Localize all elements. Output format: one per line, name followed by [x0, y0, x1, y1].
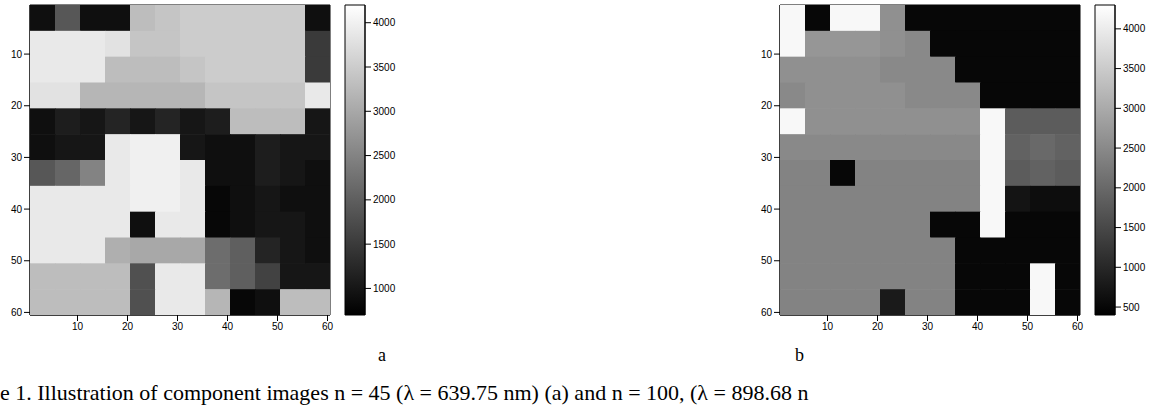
svg-text:10: 10	[822, 321, 834, 332]
html-text:e 1. Illustration of component: e 1. Illustration of component images n …	[0, 380, 809, 405]
svg-text:2000: 2000	[373, 194, 396, 205]
svg-text:20: 20	[761, 100, 773, 111]
svg-text:10: 10	[72, 321, 84, 332]
svg-text:30: 30	[11, 152, 23, 163]
svg-text:50: 50	[1022, 321, 1034, 332]
svg-text:500: 500	[1123, 302, 1140, 313]
svg-text:30: 30	[922, 321, 934, 332]
svg-text:1000: 1000	[373, 283, 396, 294]
svg-text:60: 60	[322, 321, 334, 332]
html-text:b: b	[795, 345, 804, 365]
svg-text:40: 40	[222, 321, 234, 332]
svg-text:20: 20	[122, 321, 134, 332]
svg-text:50: 50	[11, 255, 23, 266]
svg-text:60: 60	[1072, 321, 1084, 332]
svg-text:2500: 2500	[1123, 143, 1146, 154]
svg-text:1500: 1500	[373, 239, 396, 250]
svg-text:1500: 1500	[1123, 222, 1146, 233]
svg-text:1000: 1000	[1123, 262, 1146, 273]
svg-text:3500: 3500	[1123, 63, 1146, 74]
svg-text:50: 50	[761, 255, 773, 266]
svg-text:2500: 2500	[373, 150, 396, 161]
svg-text:50: 50	[272, 321, 284, 332]
svg-text:10: 10	[11, 49, 23, 60]
svg-text:60: 60	[761, 307, 773, 318]
svg-text:3000: 3000	[373, 106, 396, 117]
svg-text:3500: 3500	[373, 62, 396, 73]
svg-text:10: 10	[761, 49, 773, 60]
svg-text:4000: 4000	[373, 17, 396, 28]
svg-text:20: 20	[11, 100, 23, 111]
html-text:a: a	[378, 345, 386, 365]
svg-text:40: 40	[972, 321, 984, 332]
svg-text:40: 40	[761, 204, 773, 215]
svg-text:30: 30	[172, 321, 184, 332]
svg-text:60: 60	[11, 307, 23, 318]
svg-text:30: 30	[761, 152, 773, 163]
svg-text:40: 40	[11, 204, 23, 215]
svg-text:2000: 2000	[1123, 182, 1146, 193]
svg-text:3000: 3000	[1123, 103, 1146, 114]
svg-text:4000: 4000	[1123, 23, 1146, 34]
svg-text:20: 20	[872, 321, 884, 332]
